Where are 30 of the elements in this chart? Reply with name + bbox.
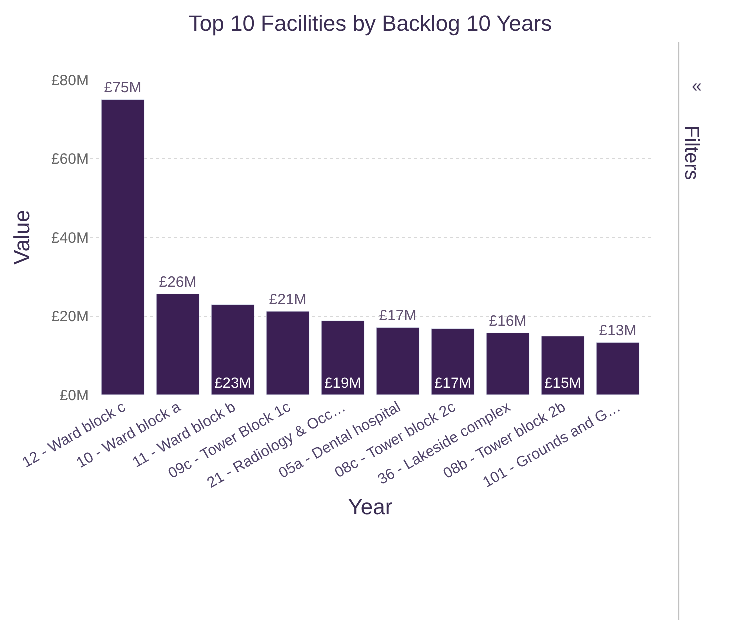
y-tick-label: £80M <box>51 72 89 90</box>
text: « <box>692 76 702 96</box>
bar <box>266 311 310 395</box>
y-tick-label: £20M <box>51 308 89 326</box>
text: Filters <box>680 126 702 180</box>
data-label: £13M <box>599 322 637 340</box>
y-tick-label: £40M <box>51 230 89 247</box>
data-label: £21M <box>269 292 307 309</box>
bar <box>211 304 255 395</box>
y-tick-label: £0M <box>60 387 89 404</box>
data-label: £23M <box>214 376 252 392</box>
data-label: £19M <box>324 376 362 392</box>
data-label: £15M <box>544 376 582 392</box>
bar <box>431 328 475 395</box>
data-label: £75M <box>104 80 142 97</box>
data-label: £16M <box>489 313 527 330</box>
x-axis-title: Year <box>348 494 393 520</box>
bar <box>101 99 145 395</box>
chart-title: Top 10 Facilities by Backlog 10 Years <box>188 10 552 36</box>
y-axis-title: Value <box>9 210 34 265</box>
data-label: £17M <box>379 308 417 325</box>
bar <box>321 320 365 395</box>
bar <box>486 332 530 395</box>
bar <box>156 294 200 395</box>
bar <box>596 342 640 395</box>
bar <box>541 336 585 395</box>
bar <box>376 327 420 395</box>
y-tick-label: £60M <box>51 151 89 168</box>
data-label: £26M <box>159 274 197 292</box>
data-label: £17M <box>434 376 472 392</box>
